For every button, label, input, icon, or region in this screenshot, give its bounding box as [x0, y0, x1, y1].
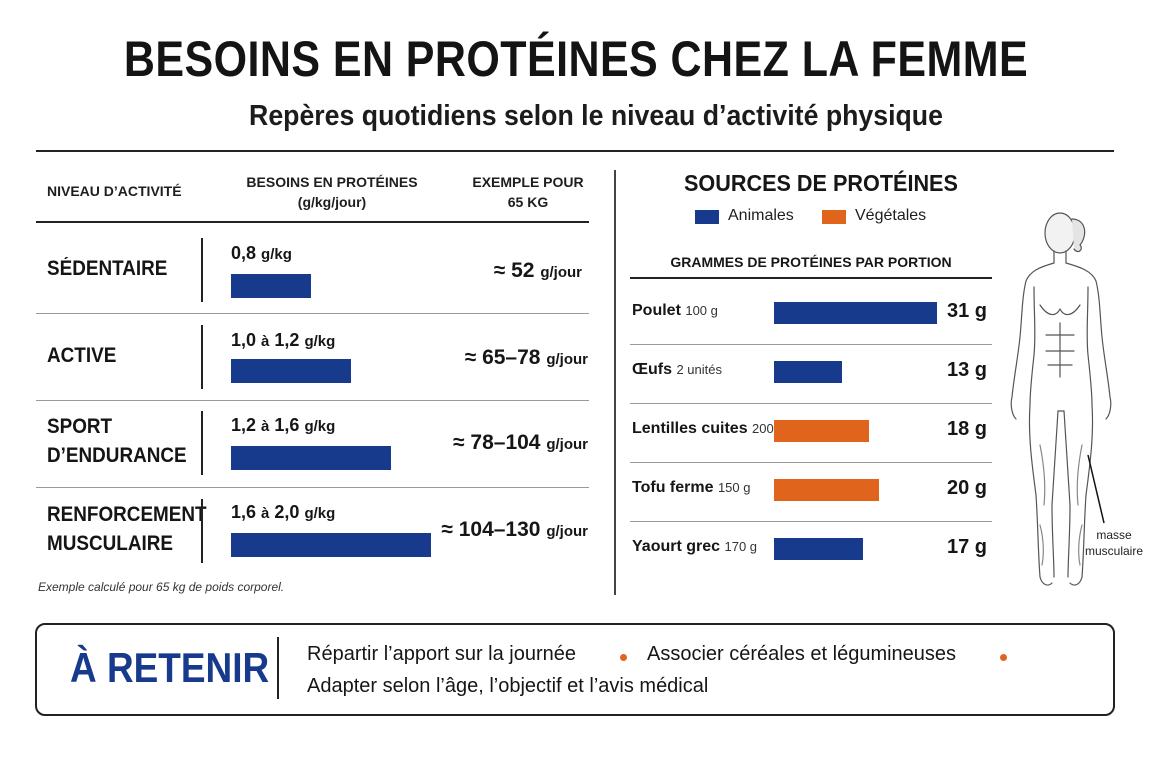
food-row-rule [630, 344, 992, 345]
activity-label-line2: D’ENDURANCE [47, 444, 187, 467]
activity-label-line2: MUSCULAIRE [47, 532, 173, 555]
food-row-rule [630, 521, 992, 522]
page-title: BESOINS EN PROTÉINES CHEZ LA FEMME [123, 31, 1029, 87]
table-row-activity: RENFORCEMENT MUSCULAIRE [47, 500, 207, 558]
food-row-rule [630, 403, 992, 404]
need-bar [231, 359, 351, 383]
food-name: Tofu ferme [632, 479, 718, 496]
legend-label-animal: Animales [728, 207, 794, 224]
food-name: Œufs [632, 361, 677, 378]
food-name: Yaourt grec [632, 538, 725, 555]
need-bar [231, 274, 311, 298]
food-value-label: 13 g [946, 359, 987, 381]
food-portion: 100 g [685, 303, 718, 318]
food-label: Œufs 2 unités [632, 361, 722, 379]
takeaway-item: Répartir l’apport sur la journée [307, 643, 577, 665]
key-takeaways-box [35, 623, 1115, 716]
example-value-label: ≈ 104–130 g/jour [441, 518, 588, 541]
key-takeaways-divider [277, 637, 279, 699]
table-row-activity: ACTIVE [47, 341, 116, 370]
food-value-label: 18 g [946, 418, 987, 440]
example-value-label: ≈ 52 g/jour [493, 259, 582, 282]
food-name: Lentilles cuites [632, 420, 753, 437]
row-rule [36, 400, 589, 401]
food-portion: 2 unités [676, 362, 722, 377]
row-separator [201, 499, 203, 563]
row-separator [201, 238, 203, 302]
food-label: Tofu ferme 150 g [632, 479, 750, 497]
food-name: Poulet [632, 302, 686, 319]
food-value-label: 20 g [946, 477, 987, 499]
title-divider [36, 150, 1114, 152]
need-bar [231, 446, 391, 470]
row-rule [36, 487, 589, 488]
food-bar [774, 479, 879, 501]
food-portion: 150 g [717, 480, 751, 495]
food-portion: 170 g [724, 539, 758, 554]
header-example-line2: 65 KG [507, 194, 549, 210]
section-divider [614, 170, 616, 595]
figure-callout: masse musculaire [1084, 528, 1144, 558]
row-separator [201, 325, 203, 389]
food-value-label: 31 g [946, 300, 987, 322]
legend-swatch-vegetal [822, 210, 846, 224]
page-subtitle: Repères quotidiens selon le niveau d’act… [249, 100, 943, 132]
food-label: Yaourt grec 170 g [632, 538, 757, 556]
header-activity: NIVEAU D’ACTIVITÉ [47, 183, 182, 199]
food-row-rule [630, 462, 992, 463]
takeaway-item: Adapter selon l’âge, l’objectif et l’avi… [307, 675, 709, 697]
footnote: Exemple calculé pour 65 kg de poids corp… [38, 580, 285, 594]
activity-label-line1: RENFORCEMENT [47, 503, 207, 526]
bullet-dot [1000, 654, 1007, 661]
need-range-label: 1,2 à 1,6 g/kg [231, 415, 336, 435]
example-value-label: ≈ 78–104 g/jour [453, 431, 588, 454]
need-range-label: 0,8 g/kg [231, 243, 292, 263]
female-body-figure [1010, 212, 1112, 586]
header-needs-line1: BESOINS EN PROTÉINES [246, 174, 418, 190]
header-example: EXEMPLE POUR 65 KG [458, 172, 598, 212]
food-bar [774, 302, 937, 324]
food-label: Lentilles cuites 200 g [632, 420, 785, 438]
food-label: Poulet 100 g [632, 302, 718, 320]
legend-label-vegetal: Végétales [855, 207, 927, 224]
header-needs: BESOINS EN PROTÉINES (g/kg/jour) [212, 172, 452, 212]
need-range-label: 1,6 à 2,0 g/kg [231, 502, 336, 522]
bullet-dot [620, 654, 627, 661]
example-value-label: ≈ 65–78 g/jour [464, 346, 588, 369]
row-rule [36, 313, 589, 314]
header-needs-line2: (g/kg/jour) [297, 194, 367, 210]
portion-chart-title: GRAMMES DE PROTÉINES PAR PORTION [670, 254, 952, 270]
food-bar [774, 420, 869, 442]
takeaway-item: Associer céréales et légumineuses [647, 643, 957, 665]
header-example-line1: EXEMPLE POUR [472, 174, 584, 190]
food-bar [774, 361, 842, 383]
activity-label-line1: ACTIVE [47, 344, 117, 367]
food-value-label: 17 g [946, 536, 987, 558]
food-bar [774, 538, 863, 560]
table-header-rule [36, 221, 589, 223]
need-bar [231, 533, 431, 557]
sources-title: SOURCES DE PROTÉINES [684, 170, 958, 196]
activity-label-line1: SÉDENTAIRE [47, 257, 168, 280]
activity-label-line1: SPORT [47, 415, 113, 438]
key-takeaways-title: À RETENIR [70, 644, 270, 691]
portion-header-rule [630, 277, 992, 279]
legend-swatch-animal [695, 210, 719, 224]
table-row-activity: SÉDENTAIRE [47, 254, 167, 283]
need-range-label: 1,0 à 1,2 g/kg [231, 330, 336, 350]
row-separator [201, 411, 203, 475]
table-row-activity: SPORT D’ENDURANCE [47, 412, 187, 470]
